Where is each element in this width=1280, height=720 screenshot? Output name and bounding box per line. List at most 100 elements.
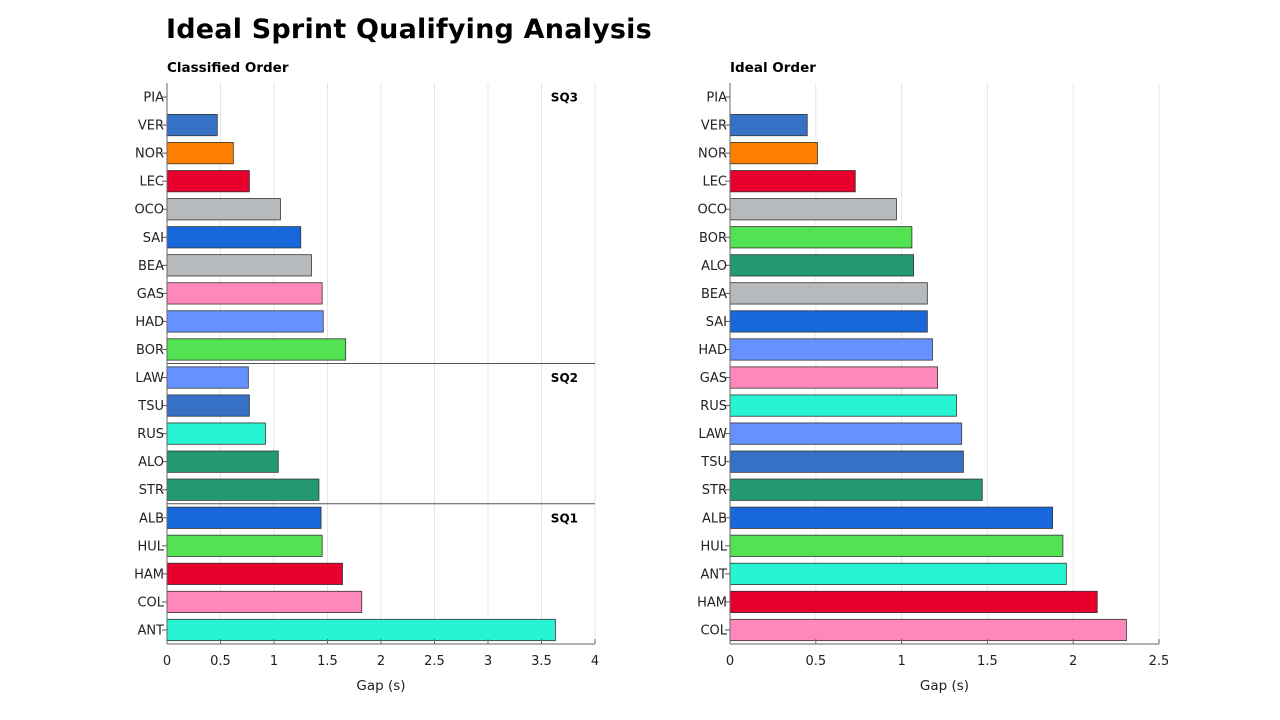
- panel-1-title: Classified Order: [167, 60, 289, 76]
- panel-1-category-label: VER: [138, 119, 164, 134]
- panel-1-segment-label: SQ1: [551, 511, 578, 525]
- panel-2-bar-alb: [729, 506, 1054, 529]
- panel-2-bar-ant: [729, 562, 1067, 585]
- panel-1-xtick-label: 1: [270, 654, 278, 669]
- panel-2-category-label: SAI: [706, 315, 727, 330]
- panel-1-category-label: GAS: [137, 287, 164, 302]
- panel-1-segment-label: SQ2: [551, 371, 578, 385]
- chart-title: Ideal Sprint Qualifying Analysis: [166, 14, 652, 45]
- panel-1-category-label: TSU: [137, 399, 164, 414]
- panel-2-category-label: STR: [702, 483, 727, 498]
- panel-1-bar-ant: [166, 618, 556, 642]
- panel-1-bar-alo: [166, 450, 279, 473]
- panel-1-bar-bor: [166, 338, 347, 361]
- panel-1-category-label: BEA: [138, 259, 164, 274]
- panel-2-category-label: TSU: [700, 455, 727, 470]
- panel-1-category-label: OCO: [134, 203, 164, 218]
- panel-2-bar-sai: [729, 310, 928, 333]
- panel-2-bar-tsu: [729, 450, 964, 473]
- panel-1-xtick-label: 3.5: [531, 654, 552, 669]
- panel-1-bar-alb: [166, 506, 322, 529]
- panel-2-category-label: LAW: [698, 427, 727, 442]
- panel-2-category-label: HAM: [697, 595, 727, 610]
- panel-1-bar-oco: [166, 198, 281, 221]
- panel-2-category-label: HUL: [700, 539, 727, 554]
- panel-2-bar-hul: [729, 534, 1064, 557]
- panel-1-category-label: ALO: [138, 455, 164, 470]
- panel-1-segment-label: SQ3: [551, 91, 578, 105]
- panel-2-xtick-label: 0.5: [805, 654, 826, 669]
- panel-2-category-label: LEC: [702, 175, 727, 190]
- panel-2-xtick-label: 1: [897, 654, 905, 669]
- panel-2-category-label: PIA: [706, 91, 727, 106]
- panel-2-category-label: VER: [701, 119, 727, 134]
- panel-1-bar-sai: [166, 226, 302, 249]
- panel-1-bar-rus: [166, 422, 266, 445]
- panel-2-category-label: BEA: [701, 287, 727, 302]
- panel-1-bar-ver: [166, 114, 218, 137]
- panel-1-xtick-label: 4: [591, 654, 599, 669]
- panel-1-category-label: ALB: [139, 511, 164, 526]
- panel-2-category-label: BOR: [699, 231, 727, 246]
- panel-2-xtick-label: 2: [1069, 654, 1077, 669]
- panel-1-category-label: HAD: [135, 315, 164, 330]
- panel-2-bar-ham: [729, 590, 1098, 613]
- panel-1-bar-str: [166, 478, 320, 501]
- panel-2-bar-alo: [729, 254, 915, 277]
- panel-2-xtick-label: 0: [726, 654, 734, 669]
- panel-1-bar-bea: [166, 254, 312, 277]
- panel-2-category-label: GAS: [700, 371, 727, 386]
- panel-1-bar-lec: [166, 170, 250, 193]
- panel-2-bar-nor: [729, 142, 818, 165]
- panel-2-bar-lec: [729, 170, 856, 193]
- panel-1-category-label: STR: [139, 483, 164, 498]
- panel-1-bar-col: [166, 590, 363, 613]
- panel-1-bar-had: [166, 310, 324, 333]
- panel-1-xtick-label: 0.5: [210, 654, 231, 669]
- panel-2-bar-bea: [729, 282, 928, 305]
- panel-2-bar-rus: [729, 394, 957, 417]
- panel-1-category-label: RUS: [137, 427, 164, 442]
- panel-1-bar-ham: [166, 562, 343, 585]
- panel-2-bar-gas: [729, 366, 939, 389]
- panel-1-bar-nor: [166, 142, 234, 165]
- panel-1-category-label: PIA: [143, 91, 164, 106]
- panel-1-bar-hul: [166, 534, 323, 557]
- panel-1-category-label: HUL: [137, 539, 164, 554]
- panel-2-bar-oco: [729, 198, 897, 221]
- panel-1-bar-tsu: [166, 394, 250, 417]
- panel-2-bar-bor: [729, 226, 913, 249]
- panel-2-category-label: RUS: [700, 399, 727, 414]
- panel-2-category-label: COL: [700, 623, 727, 638]
- panel-2-bar-str: [729, 478, 983, 501]
- panel-1-xtick-label: 0: [163, 654, 171, 669]
- panel-1-category-label: COL: [137, 595, 164, 610]
- panel-2-category-label: OCO: [697, 203, 727, 218]
- panel-1-category-label: BOR: [136, 343, 164, 358]
- panel-1-category-label: LAW: [135, 371, 164, 386]
- panel-2-bar-ver: [729, 114, 808, 137]
- panel-2-category-label: HAD: [698, 343, 727, 358]
- panel-1-xtick-label: 2: [377, 654, 385, 669]
- panel-1-category-label: NOR: [135, 147, 164, 162]
- panel-2-category-label: NOR: [698, 147, 727, 162]
- panel-2-xtick-label: 1.5: [977, 654, 998, 669]
- panel-1-xtick-label: 3: [484, 654, 492, 669]
- panel-1-category-label: HAM: [134, 567, 164, 582]
- panel-1-x-axis-label: Gap (s): [356, 678, 405, 694]
- panel-2-category-label: ALO: [701, 259, 727, 274]
- panel-2-title: Ideal Order: [730, 60, 816, 76]
- panel-1-xtick-label: 2.5: [424, 654, 445, 669]
- panel-1-bar-gas: [166, 282, 323, 305]
- panel-2-category-label: ALB: [702, 511, 727, 526]
- panel-1-category-label: SAI: [143, 231, 164, 246]
- panel-2-bar-col: [729, 618, 1127, 642]
- panel-1-category-label: LEC: [139, 175, 164, 190]
- panel-2-category-label: ANT: [700, 567, 727, 582]
- panel-2-bar-law: [729, 422, 963, 445]
- panel-1-bar-law: [166, 366, 249, 389]
- panel-2-bar-had: [729, 338, 933, 361]
- panel-2-x-axis-label: Gap (s): [920, 678, 969, 694]
- panel-2-xtick-label: 2.5: [1149, 654, 1170, 669]
